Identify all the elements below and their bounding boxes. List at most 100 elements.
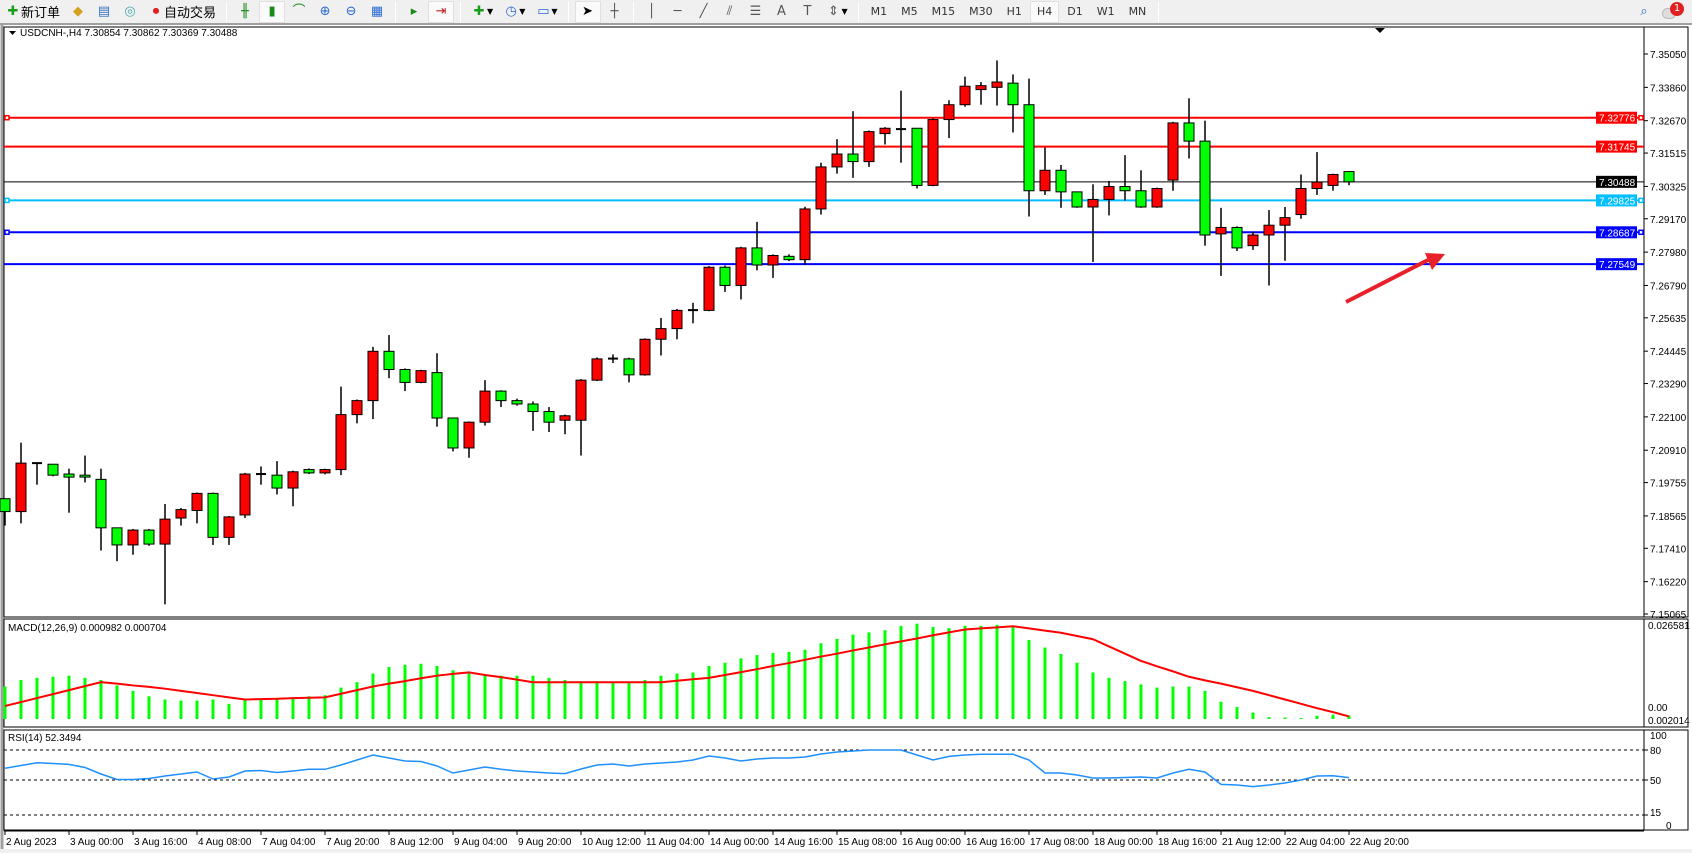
annotation-arrow-shaft[interactable] — [1345, 258, 1429, 304]
indicators-dropdown[interactable]: ✚ ▼ — [467, 1, 497, 23]
timeframe-m30[interactable]: M30 — [969, 5, 993, 18]
auto-scroll-button[interactable]: ▸ — [402, 1, 426, 23]
candle-body — [575, 379, 587, 421]
candle — [767, 254, 779, 278]
signals-button[interactable]: ◎ — [118, 1, 142, 23]
candle-body — [1119, 186, 1131, 192]
price-tick-label: 7.16220 — [1650, 578, 1687, 589]
bar-chart-button[interactable]: ╫ — [233, 1, 257, 23]
line-chart-button[interactable]: ⌒ — [287, 1, 311, 23]
time-label: 3 Aug 00:00 — [70, 837, 124, 848]
timeframe-m15[interactable]: M15 — [931, 5, 956, 18]
chart-shift-icon: ⇥ — [435, 3, 447, 19]
price-label: 7.32776 — [1599, 114, 1636, 125]
timeframe-m1[interactable]: M1 — [870, 5, 888, 18]
candle — [1103, 180, 1115, 216]
collapse-triangle-icon[interactable] — [9, 31, 16, 35]
cursor-tool[interactable]: ➤ — [574, 0, 601, 23]
candle — [1023, 78, 1035, 217]
candle — [559, 414, 571, 435]
candle — [111, 527, 123, 562]
chart-shift-marker-icon[interactable] — [1375, 28, 1385, 33]
crosshair-tool[interactable]: ┼ — [603, 1, 627, 23]
macd-histogram-bar — [1267, 717, 1271, 719]
candle — [688, 302, 698, 324]
candle-body — [1055, 169, 1067, 193]
candle-body — [143, 529, 155, 545]
candlestick-chart-button[interactable]: ▮ — [259, 0, 286, 23]
macd-histogram-bar — [1011, 626, 1015, 719]
tile-windows-button[interactable]: ▦ — [365, 1, 389, 23]
chart-header: USDCNH-,H4 7.30854 7.30862 7.30369 7.304… — [20, 28, 238, 39]
fibonacci-tool[interactable]: ☰ — [744, 1, 768, 23]
macd-histogram-bar — [1059, 654, 1063, 719]
auto-trading-button[interactable]: ⏺ 自动交易 — [144, 1, 220, 23]
templates-dropdown[interactable]: ▭ ▼ — [531, 1, 561, 23]
macd-histogram-bar — [547, 677, 551, 719]
market-watch-button[interactable]: ◆ — [66, 1, 90, 23]
candle-body — [559, 415, 571, 421]
toolbar: ✚ 新订单 ◆ ▤ ◎ ⏺ 自动交易 ╫ ▮ ⌒ ⊕ ⊖ ▦ ▸ ⇥ ✚ ▼ ◷ ▼… — [0, 0, 1692, 25]
macd-histogram-bar — [1187, 686, 1191, 719]
macd-histogram-bar — [723, 662, 727, 719]
text-label-icon: T — [803, 3, 812, 19]
text-label-tool[interactable]: T — [796, 1, 820, 23]
navigator-button[interactable]: ▤ — [92, 1, 116, 23]
candle-body — [1263, 224, 1275, 236]
line-anchor-handle[interactable] — [1638, 114, 1644, 121]
timeframe-m5[interactable]: M5 — [901, 5, 918, 18]
periods-dropdown[interactable]: ◷ ▼ — [499, 1, 529, 23]
macd-histogram-bar — [643, 680, 647, 719]
macd-histogram-bar — [675, 673, 679, 719]
macd-histogram-bar — [19, 680, 23, 719]
zoom-out-button[interactable]: ⊖ — [339, 1, 363, 23]
line-anchor-handle[interactable] — [1638, 197, 1644, 204]
horizontal-line-tool[interactable]: ─ — [666, 1, 690, 23]
candle-body — [1135, 190, 1147, 208]
zoom-in-button[interactable]: ⊕ — [313, 1, 337, 23]
chart-shift-button[interactable]: ⇥ — [428, 0, 455, 23]
timeframe-d1[interactable]: D1 — [1067, 5, 1083, 18]
timeframe-h1[interactable]: H1 — [1006, 5, 1022, 18]
arrows-dropdown[interactable]: ⇕ ▼ — [822, 1, 852, 23]
candle — [303, 468, 315, 475]
toolbar-separator — [460, 1, 462, 22]
channel-icon: ⫽ — [726, 3, 733, 19]
time-label: 16 Aug 00:00 — [902, 837, 961, 848]
line-anchor-handle[interactable] — [4, 197, 10, 204]
rsi-level-label: 50 — [1650, 776, 1662, 787]
candle — [1087, 184, 1099, 262]
candle — [975, 82, 987, 105]
candle — [511, 398, 523, 406]
candle-body — [543, 411, 555, 423]
candle-body — [911, 127, 923, 186]
candle — [1247, 231, 1259, 250]
vertical-line-tool[interactable]: │ — [640, 1, 664, 23]
navigator-icon: ▤ — [97, 3, 111, 19]
new-order-button[interactable]: ✚ 新订单 — [1, 1, 64, 23]
price-label-box — [1596, 258, 1637, 271]
equidistant-channel-tool[interactable]: ⫽ — [718, 1, 742, 23]
candle — [95, 468, 107, 551]
macd-histogram-bar — [1299, 717, 1303, 719]
timeframe-h4[interactable]: H4 — [1029, 0, 1060, 23]
annotation-arrow-head-icon[interactable] — [1425, 253, 1445, 270]
price-tick-label: 7.25635 — [1650, 314, 1687, 325]
timeframe-w1[interactable]: W1 — [1096, 5, 1115, 18]
price-tick-label: 7.23290 — [1650, 380, 1687, 391]
text-tool[interactable]: A — [770, 1, 794, 23]
price-tick-label: 7.19755 — [1650, 479, 1687, 490]
line-anchor-handle[interactable] — [1638, 229, 1644, 236]
timeframe-mn[interactable]: MN — [1128, 5, 1147, 18]
line-anchor-handle[interactable] — [4, 229, 10, 236]
line-anchor-handle[interactable] — [4, 114, 10, 121]
macd-histogram-bar — [659, 675, 663, 719]
candle-body — [79, 474, 91, 478]
macd-panel-frame — [3, 618, 1689, 728]
search-icon[interactable]: ⌕ — [1640, 3, 1648, 19]
trendline-tool[interactable]: ╱ — [692, 1, 716, 23]
candle — [239, 472, 251, 519]
time-label: 18 Aug 16:00 — [1158, 837, 1217, 848]
notifications-button[interactable]: 1 — [1662, 1, 1684, 22]
